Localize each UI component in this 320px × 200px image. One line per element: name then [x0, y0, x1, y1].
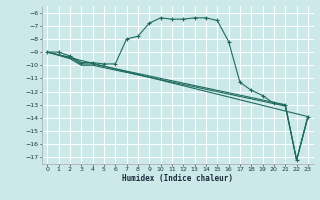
X-axis label: Humidex (Indice chaleur): Humidex (Indice chaleur)	[122, 174, 233, 183]
